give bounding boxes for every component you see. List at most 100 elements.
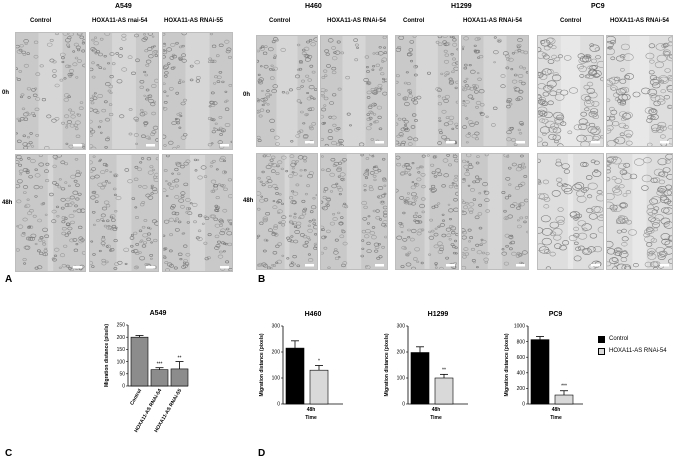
cell-shape	[300, 110, 304, 114]
cell-shape	[551, 190, 561, 197]
cell-shape	[33, 40, 39, 44]
cell-shape	[655, 247, 665, 254]
cell-shape	[215, 244, 221, 248]
cell-shape	[520, 167, 524, 170]
cell-shape	[274, 187, 279, 190]
cell-shape	[150, 132, 155, 137]
cell-shape	[93, 41, 99, 46]
cell-shape	[52, 155, 58, 159]
cell-shape	[506, 57, 511, 61]
cell-shape	[366, 96, 371, 99]
cell-shape	[20, 117, 25, 121]
cell-shape	[100, 170, 106, 175]
cell-shape	[463, 164, 469, 169]
cell-shape	[91, 38, 95, 42]
cell-shape	[45, 179, 50, 183]
cell-shape	[363, 184, 367, 187]
x-axis-label: Time	[305, 415, 317, 421]
cell-shape	[396, 74, 400, 78]
scale-bar	[375, 141, 384, 144]
cell-shape	[322, 190, 327, 193]
cell-shape	[365, 265, 371, 269]
cell-shape	[521, 250, 528, 255]
cell-shape	[412, 214, 418, 219]
panel-a-row-0h: 0h	[2, 90, 10, 96]
cell-shape	[366, 113, 370, 116]
cell-shape	[523, 220, 527, 224]
bar-control	[410, 352, 430, 405]
cell-shape	[25, 143, 31, 147]
cell-shape	[336, 167, 342, 172]
cell-shape	[299, 169, 303, 172]
cell-shape	[410, 59, 414, 63]
panel-b-col-pc9-rnai: HOXA11-AS RNAi-54	[610, 18, 670, 24]
cell-shape	[609, 115, 616, 121]
cell-shape	[266, 154, 271, 157]
cell-shape	[396, 47, 402, 52]
cell-shape	[100, 213, 106, 218]
cell-shape	[538, 71, 542, 77]
cell-shape	[296, 86, 301, 90]
cell-shape	[472, 198, 477, 201]
cell-shape	[669, 54, 672, 59]
cell-shape	[311, 122, 317, 126]
cell-shape	[105, 260, 109, 264]
cell-shape	[619, 99, 627, 104]
cell-shape	[109, 91, 113, 94]
cell-shape	[616, 229, 622, 234]
cell-shape	[214, 208, 219, 212]
cell-shape	[225, 227, 230, 231]
cell-shape	[142, 185, 148, 189]
cell-shape	[563, 55, 572, 61]
cell-shape	[207, 233, 212, 237]
cell-shape	[285, 170, 289, 173]
cell-shape	[403, 163, 409, 167]
cell-shape	[404, 101, 410, 107]
cell-shape	[444, 53, 449, 57]
cell-shape	[117, 260, 123, 265]
cell-shape	[544, 249, 551, 254]
cell-shape	[80, 208, 85, 213]
cell-shape	[336, 127, 341, 131]
cell-shape	[287, 238, 293, 243]
cell-shape	[185, 252, 191, 257]
cell-shape	[643, 228, 652, 235]
cell-shape	[396, 122, 399, 126]
cell-shape	[651, 127, 659, 133]
cell-shape	[587, 126, 598, 134]
cell-shape	[593, 206, 603, 214]
cell-shape	[182, 263, 189, 268]
cell-shape	[56, 214, 60, 218]
cell-shape	[151, 83, 157, 88]
cell-shape	[381, 157, 386, 161]
cell-shape	[174, 167, 179, 172]
cell-shape	[215, 205, 221, 210]
cell-shape	[511, 251, 517, 256]
cell-shape	[379, 200, 386, 205]
cell-shape	[410, 125, 416, 129]
cell-shape	[65, 197, 71, 202]
cell-shape	[516, 206, 521, 210]
cell-shape	[281, 254, 285, 257]
cell-shape	[134, 215, 139, 219]
cell-shape	[445, 116, 450, 120]
cell-shape	[322, 206, 328, 211]
y-tick-label: 50	[119, 372, 125, 378]
cell-shape	[192, 202, 198, 207]
cell-shape	[434, 266, 438, 269]
cell-shape	[121, 37, 127, 41]
cell-shape	[327, 266, 331, 269]
cell-shape	[265, 164, 272, 170]
cell-shape	[451, 127, 455, 130]
cell-shape	[586, 87, 595, 94]
cell-shape	[353, 38, 358, 42]
cell-shape	[68, 108, 73, 112]
cell-shape	[163, 49, 166, 53]
cell-shape	[142, 233, 149, 238]
cell-shape	[341, 263, 346, 268]
cell-shape	[582, 162, 589, 167]
cell-shape	[465, 141, 469, 144]
cell-shape	[34, 173, 41, 178]
cell-shape	[433, 244, 439, 249]
cell-shape	[16, 139, 22, 144]
